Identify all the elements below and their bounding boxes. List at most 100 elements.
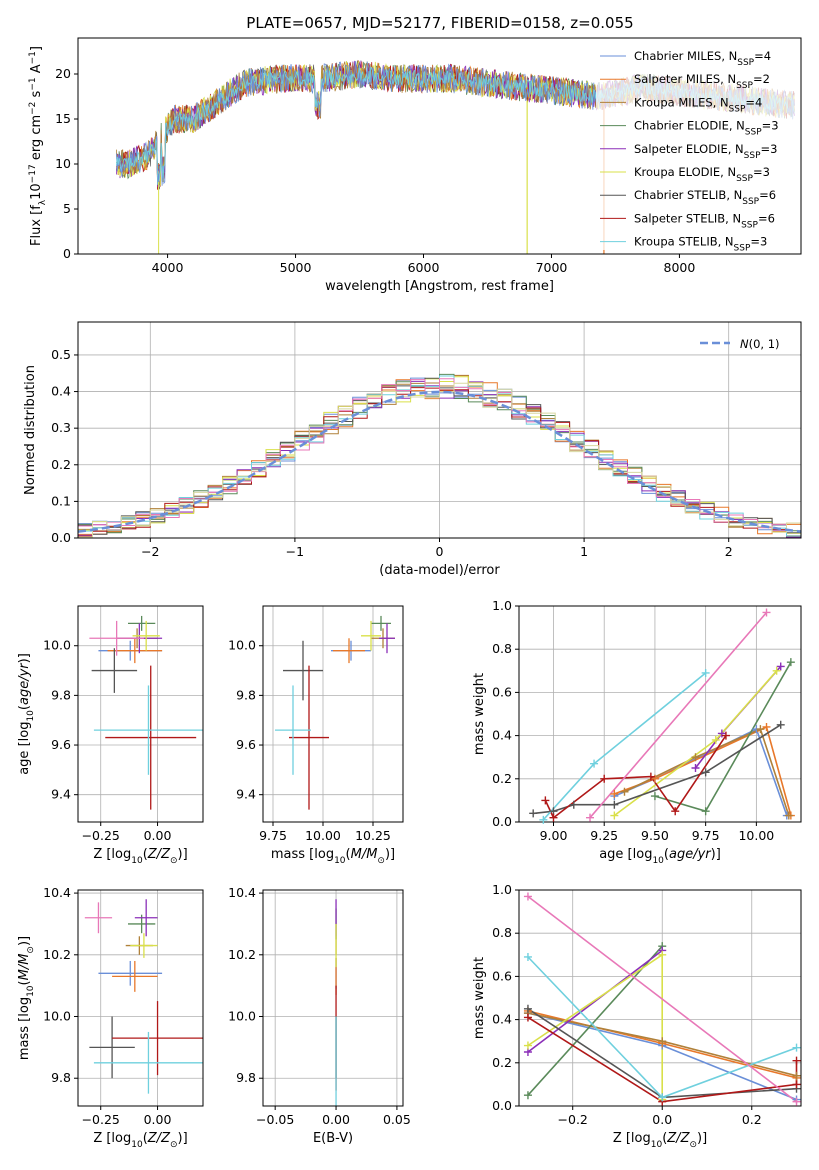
weight-marker (610, 800, 619, 809)
y-axis-label: mass [log10(M/M⊙)] (17, 936, 36, 1060)
plot-area (263, 606, 403, 822)
label-part: erg cm (29, 115, 44, 164)
axes-frame (77, 605, 204, 823)
y-tick-label: 10.0 (43, 638, 71, 653)
legend-entry: Salpeter STELIB, NSSP=6 (634, 211, 775, 230)
label-part: ( (17, 705, 32, 710)
label-part: (data-model)/error (379, 563, 500, 578)
label-part: =3 (761, 142, 778, 156)
weight-marker (586, 813, 595, 822)
y-tick-label: 10.0 (228, 1009, 256, 1024)
weight-line-8 (542, 672, 707, 821)
legend-entry: Chabrier MILES, NSSP=4 (634, 49, 771, 68)
plot-area (263, 890, 403, 1106)
weight-marker (549, 813, 558, 822)
axes-frame (262, 605, 404, 823)
y-tick-label: 0.0 (492, 1098, 512, 1113)
y-tick-label: 0 (63, 246, 71, 261)
y-tick-label: 0.4 (492, 728, 512, 743)
weight-marker (658, 950, 667, 959)
label-part: Z/Z (147, 1131, 171, 1146)
label-part: SSP (736, 81, 753, 91)
plot-area (78, 322, 801, 538)
label-part: SSP (745, 128, 762, 138)
weight-marker (523, 1004, 532, 1013)
weight-marker (523, 892, 532, 901)
x-axis-label: (data-model)/error (379, 563, 500, 578)
y-tick-label: 10.0 (228, 638, 256, 653)
weight-marker (539, 815, 548, 824)
y-tick-label: 9.6 (51, 737, 71, 752)
weight-marker (701, 768, 710, 777)
label-part: SSP (742, 197, 759, 207)
y-tick-label: 9.8 (236, 687, 256, 702)
label-part: )] (385, 847, 395, 862)
y-tick-label: 9.8 (51, 1070, 71, 1085)
label-part: )] (17, 936, 32, 946)
y-tick-label: 0.6 (492, 684, 512, 699)
label-part: SSP (734, 244, 751, 254)
weight-marker (701, 807, 710, 816)
x-tick-label: −2 (141, 544, 159, 559)
weight-marker (523, 952, 532, 961)
y-tick-label: 1.0 (492, 598, 512, 613)
x-tick-label: 4000 (152, 260, 184, 275)
plot-area (519, 606, 801, 822)
weight-marker (784, 811, 793, 820)
label-part: Chabrier STELIB, N (634, 188, 742, 202)
y-tick-label: 0.3 (51, 420, 71, 435)
label-part: )] (697, 1131, 707, 1146)
x-axis-label: E(B-V) (313, 1131, 353, 1146)
weight-marker (600, 774, 609, 783)
label-part: ⊙ (26, 946, 36, 954)
weight-line-7 (544, 735, 727, 819)
label-part: 10 (652, 856, 664, 866)
weight-marker (776, 662, 785, 671)
x-tick-label: 0.00 (144, 828, 172, 843)
label-part: =4 (745, 95, 762, 109)
label-part: age [log (17, 722, 32, 775)
plot-area (78, 606, 203, 822)
y-tick-label: 0.4 (51, 384, 71, 399)
panel-mass-vs-Z: −0.25 0.009.810.010.210.4Z [log10(Z/Z⊙)]m… (17, 885, 204, 1150)
label-part: 10 (334, 856, 346, 866)
x-tick-label: −0.25 (82, 1112, 120, 1127)
y-tick-label: 10.4 (228, 885, 256, 900)
x-tick-label: −0.2 (558, 1112, 588, 1127)
label-part: =3 (750, 235, 767, 249)
weight-marker (610, 789, 619, 798)
weight-marker (772, 666, 781, 675)
label-part: ⊙ (689, 1140, 697, 1150)
y-tick-label: 0.8 (492, 641, 512, 656)
axes-frame (262, 889, 404, 1107)
y-tick-label: 10.2 (43, 947, 71, 962)
label-part: Salpeter ELODIE, N (634, 142, 744, 156)
y-tick-label: 1.0 (492, 882, 512, 897)
label-part: Normed distribution (23, 365, 38, 495)
label-part: mass weight (472, 673, 487, 755)
weight-line-3 (527, 945, 663, 1096)
label-part: Z [log (93, 847, 131, 862)
y-tick-label: 9.4 (51, 787, 71, 802)
label-part: =2 (753, 72, 770, 86)
plot-area (78, 890, 203, 1106)
weight-marker (792, 1080, 801, 1089)
weight-marker (721, 731, 730, 740)
histogram-series-10 (78, 382, 801, 538)
weight-line-3 (654, 661, 792, 813)
label-part: Z [log (93, 1131, 131, 1146)
weight-marker (658, 1093, 667, 1102)
x-tick-label: −0.05 (256, 1112, 294, 1127)
panel-mass-vs-ebv: −0.05 0.00 0.05 9.8 10.0 10.2 10.4 E(B-V) (228, 885, 411, 1146)
y-tick-label: 0.0 (492, 814, 512, 829)
y-tick-label: 10 (55, 156, 71, 171)
weight-marker (529, 809, 538, 818)
label-part: A (29, 64, 44, 77)
y-tick-label: 0.5 (51, 347, 71, 362)
label-part: )] (178, 847, 188, 862)
label-part: Flux [f (29, 205, 44, 246)
weight-line-9 (589, 611, 768, 819)
weight-marker (523, 1041, 532, 1050)
weight-marker (786, 658, 795, 667)
weight-marker (701, 668, 710, 677)
